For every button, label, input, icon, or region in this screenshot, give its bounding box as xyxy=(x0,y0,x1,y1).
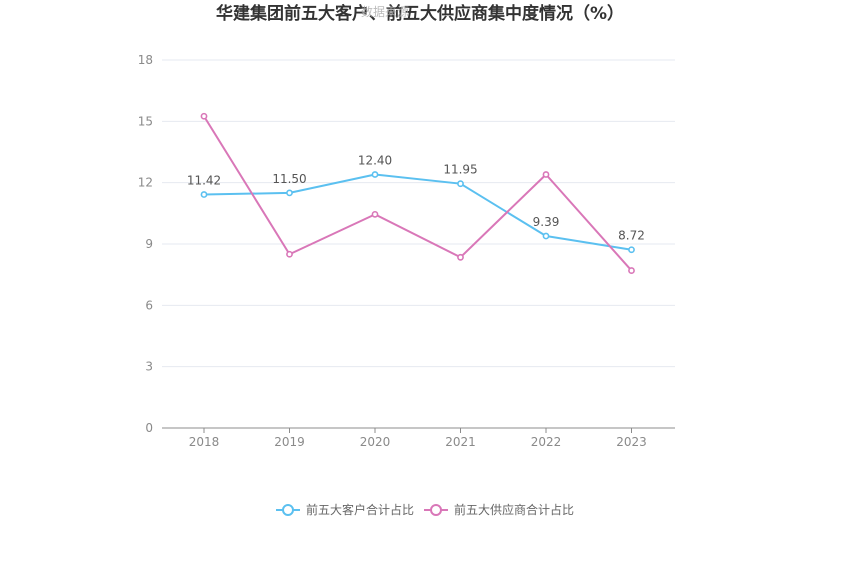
x-tick-label: 2021 xyxy=(445,435,476,449)
watermark-text: 数据来源 xyxy=(361,4,409,19)
grid-layer xyxy=(162,59,675,368)
data-label: 11.42 xyxy=(187,174,221,188)
legend-swatch-marker xyxy=(282,504,294,516)
data-label: 12.40 xyxy=(358,153,392,167)
data-point[interactable] xyxy=(628,246,635,254)
chart-title: 华建集团前五大客户、前五大供应商集中度情况（%） xyxy=(216,3,624,24)
series-line-2 xyxy=(203,115,633,272)
data-point[interactable] xyxy=(457,253,464,261)
data-point[interactable] xyxy=(200,112,208,120)
y-tick-label: 9 xyxy=(145,237,153,251)
legend-item-2[interactable]: 前五大供应商合计占比 xyxy=(424,502,574,517)
y-tick-label: 6 xyxy=(145,298,153,312)
data-point[interactable] xyxy=(286,189,293,197)
data-point[interactable] xyxy=(542,232,550,240)
x-tick-label: 2020 xyxy=(360,435,391,449)
x-tick-label: 2018 xyxy=(189,435,220,449)
data-point[interactable] xyxy=(286,250,293,258)
legend-swatch-marker xyxy=(430,504,442,516)
data-label: 8.72 xyxy=(618,229,645,243)
series-layer: 11.42 11.50 12.40 11.95 9.39 8.72 xyxy=(187,112,645,274)
y-tick-label: 18 xyxy=(138,53,153,67)
y-tick-label: 0 xyxy=(145,421,153,435)
x-tick-label: 2023 xyxy=(616,435,647,449)
data-point[interactable] xyxy=(371,171,379,178)
x-tick-label: 2022 xyxy=(531,435,562,449)
y-tick-label: 12 xyxy=(138,176,153,190)
data-label: 11.95 xyxy=(443,163,477,177)
legend-item-1[interactable]: 前五大客户合计占比 xyxy=(276,502,414,517)
data-label: 9.39 xyxy=(533,215,560,229)
data-point[interactable] xyxy=(457,180,464,188)
data-label: 11.50 xyxy=(272,172,306,186)
y-tick-label: 3 xyxy=(145,360,153,374)
y-tick-label: 15 xyxy=(138,114,153,128)
legend-label: 前五大供应商合计占比 xyxy=(454,502,574,517)
data-point[interactable] xyxy=(628,267,635,274)
axis-layer: 0 3 6 9 12 15 18 2018 2019 2020 2021 2022 2023 xyxy=(138,53,675,449)
data-point[interactable] xyxy=(200,191,208,198)
data-point[interactable] xyxy=(371,210,379,218)
legend-label: 前五大客户合计占比 xyxy=(306,502,414,517)
series-line-1 xyxy=(203,173,632,251)
legend[interactable]: 前五大客户合计占比 前五大供应商合计占比 xyxy=(276,502,574,517)
x-tick-label: 2019 xyxy=(274,435,305,449)
data-point[interactable] xyxy=(542,171,550,178)
